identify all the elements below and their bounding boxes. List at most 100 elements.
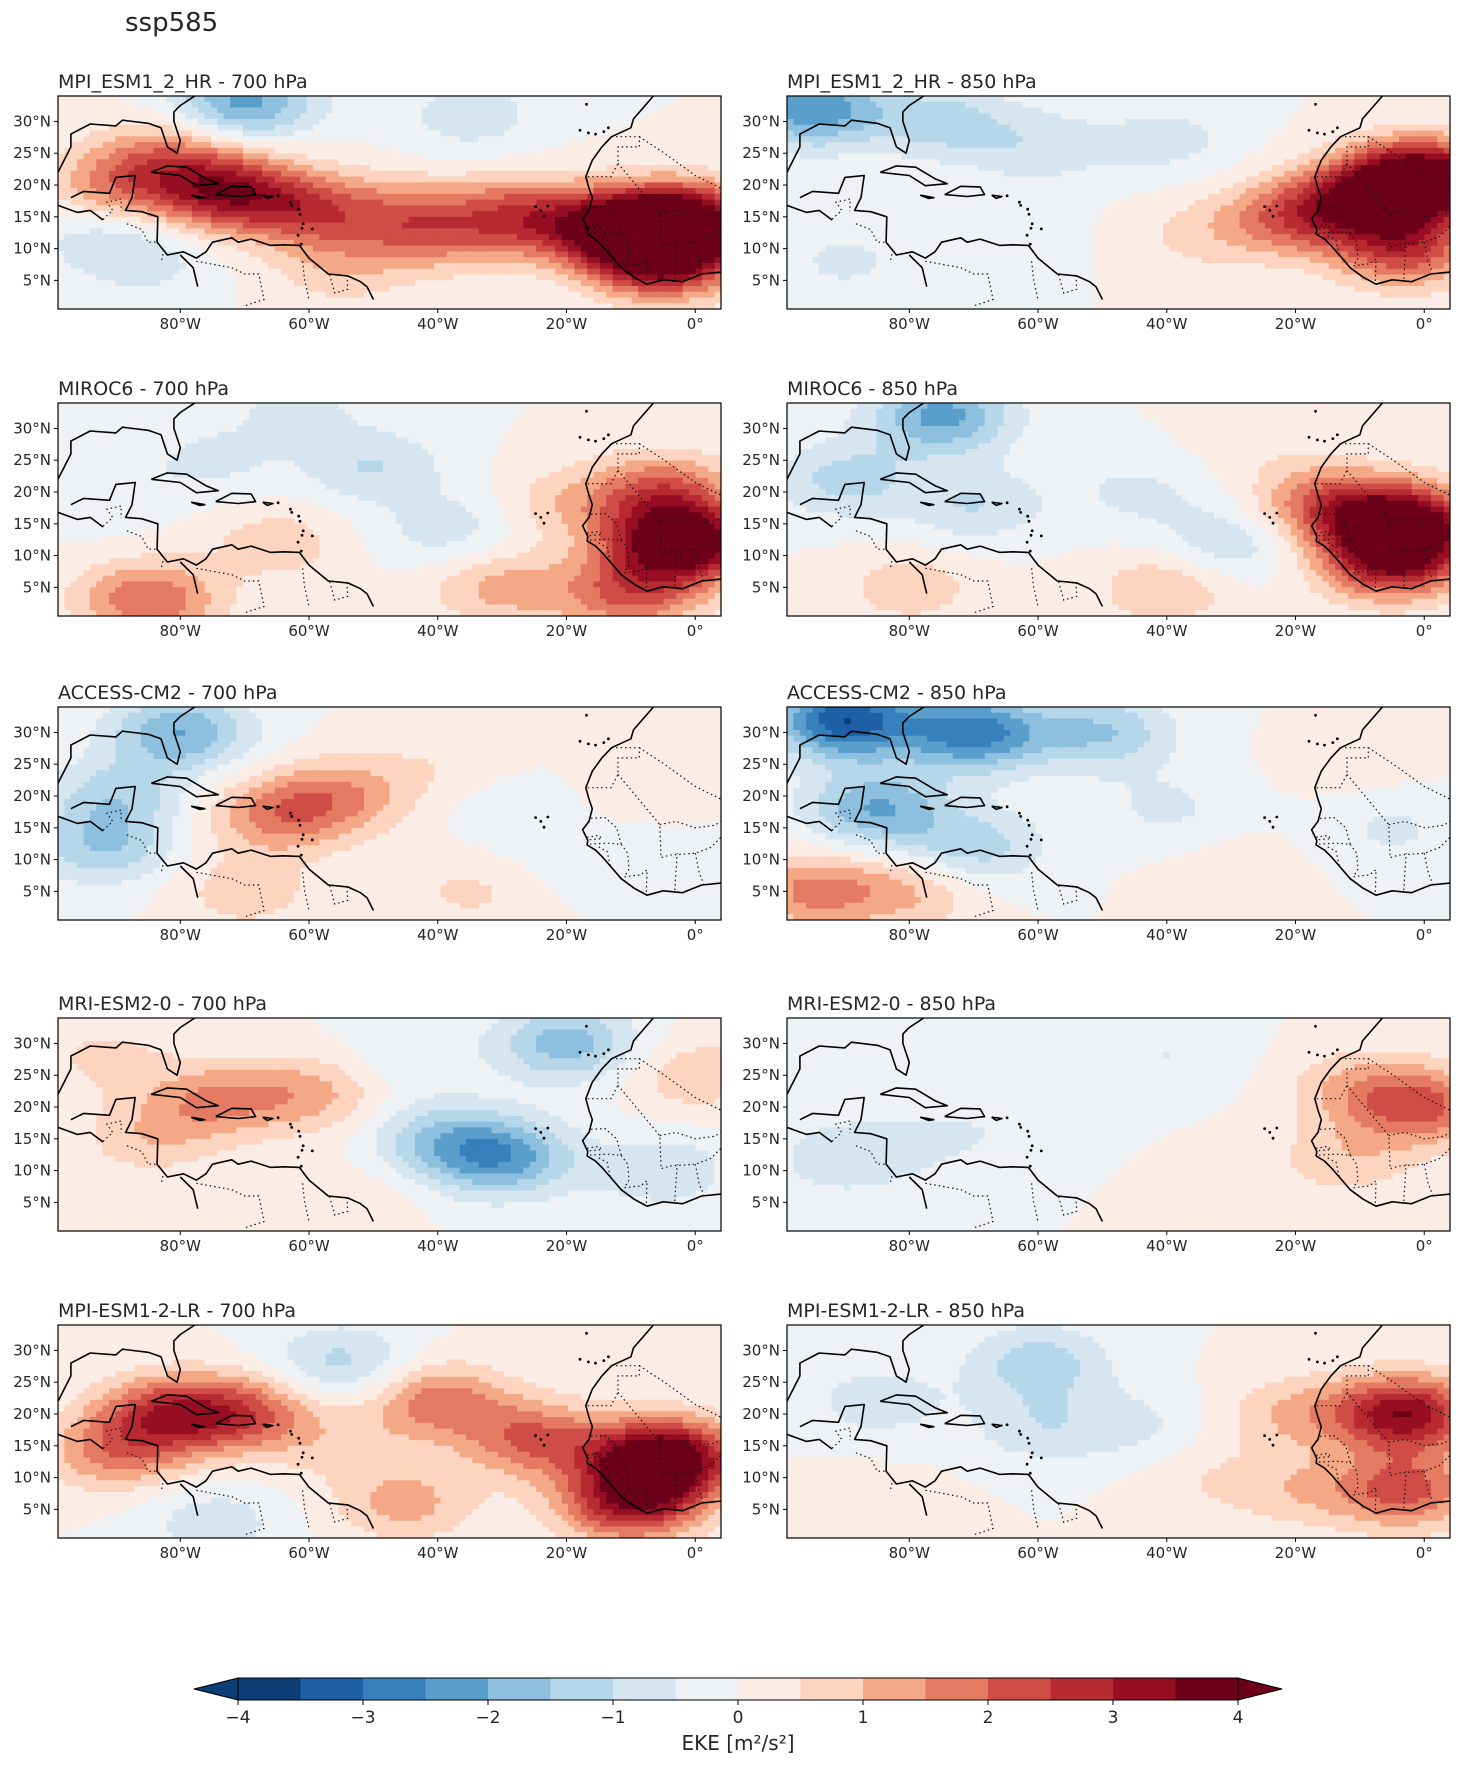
colorbar-swatch (1113, 1678, 1176, 1700)
coastlines (787, 403, 1450, 614)
panel-title: MIROC6 - 700 hPa (58, 378, 229, 400)
lon-tick-label: 40°W (417, 622, 459, 640)
lon-tick-label: 60°W (288, 926, 330, 944)
map-panel: MPI_ESM1_2_HR - 850 hPa 30°N 25°N 20°N 15°N 1… (742, 71, 1451, 333)
colorbar-tick-label: 1 (858, 1708, 869, 1728)
panel-title: MIROC6 - 850 hPa (787, 378, 958, 400)
lon-tick-label: 40°W (417, 315, 459, 333)
lat-tick-label: 30°N (742, 1034, 780, 1052)
lat-tick-label: 25°N (742, 1066, 780, 1084)
lat-tick-label: 10°N (742, 1162, 780, 1180)
lat-tick-label: 30°N (13, 1341, 51, 1359)
lon-tick-label: 20°W (1275, 1237, 1317, 1255)
lat-tick-label: 10°N (13, 547, 51, 565)
colorbar-swatch (1050, 1678, 1114, 1700)
eke-field (787, 1018, 1450, 1231)
lat-tick-label: 15°N (742, 208, 780, 226)
lon-tick-label: 40°W (1146, 1237, 1188, 1255)
lat-tick-label: 25°N (13, 1373, 51, 1391)
lat-tick-label: 5°N (752, 271, 780, 289)
lat-tick-label: 30°N (742, 112, 780, 130)
lon-tick-label: 40°W (1146, 926, 1188, 944)
lon-tick-label: 20°W (1275, 926, 1317, 944)
lon-tick-label: 20°W (1275, 1544, 1317, 1562)
map-panel: MIROC6 - 700 hPa 30°N 25°N 20°N 15°N 10°N 5°N 8… (13, 378, 722, 640)
lon-tick-label: 80°W (889, 622, 931, 640)
lat-tick-label: 20°N (742, 483, 780, 501)
colorbar-tick-label: 4 (1233, 1708, 1244, 1728)
lon-tick-label: 60°W (288, 622, 330, 640)
colorbar-swatch (988, 1678, 1051, 1700)
panel-title: MRI-ESM2-0 - 700 hPa (58, 993, 267, 1015)
lat-tick-label: 25°N (742, 755, 780, 773)
panel-frame (57, 1017, 722, 1232)
lat-tick-label: 5°N (23, 271, 51, 289)
lat-tick-label: 5°N (752, 882, 780, 900)
lat-tick-label: 30°N (13, 723, 51, 741)
colorbar-swatch (363, 1678, 426, 1700)
colorbar-label: EKE [m²/s²] (681, 1731, 794, 1755)
lat-tick-label: 25°N (13, 1066, 51, 1084)
lat-tick-label: 30°N (742, 1341, 780, 1359)
coastlines (787, 1325, 1450, 1536)
colorbar-swatch (613, 1678, 676, 1700)
lon-tick-label: 60°W (1017, 622, 1059, 640)
lon-tick-label: 40°W (1146, 622, 1188, 640)
lat-tick-label: 20°N (13, 787, 51, 805)
panel-frame (786, 95, 1451, 310)
map-panel: MPI-ESM1-2-LR - 850 hPa 30°N 25°N 20°N 15°N 1… (742, 1300, 1451, 1562)
colorbar-swatch (863, 1678, 926, 1700)
panel-frame (786, 706, 1451, 921)
lon-tick-label: 0° (1416, 622, 1433, 640)
lat-tick-label: 25°N (13, 451, 51, 469)
eke-field (58, 1325, 721, 1538)
colorbar-swatch (800, 1678, 864, 1700)
colorbar-swatch (488, 1678, 551, 1700)
lon-tick-label: 20°W (546, 1544, 588, 1562)
lat-tick-label: 30°N (13, 112, 51, 130)
panel-title: ACCESS-CM2 - 700 hPa (58, 682, 277, 704)
lon-tick-label: 20°W (546, 1237, 588, 1255)
lon-tick-label: 20°W (1275, 622, 1317, 640)
lat-tick-label: 25°N (13, 755, 51, 773)
map-panel: ACCESS-CM2 - 700 hPa 30°N 25°N 20°N 15°N 10°N… (13, 682, 722, 944)
lat-tick-label: 15°N (742, 1130, 780, 1148)
colorbar-tick-label: 0 (733, 1708, 744, 1728)
lat-tick-label: 15°N (742, 819, 780, 837)
colorbar-swatch (925, 1678, 989, 1700)
panel-title: MPI_ESM1_2_HR - 700 hPa (58, 71, 308, 93)
lon-tick-label: 40°W (1146, 315, 1188, 333)
coastlines (58, 707, 721, 918)
lat-tick-label: 20°N (742, 787, 780, 805)
lat-tick-label: 10°N (742, 240, 780, 258)
lon-tick-label: 0° (1416, 926, 1433, 944)
lat-tick-label: 10°N (13, 1469, 51, 1487)
lon-tick-label: 60°W (1017, 1237, 1059, 1255)
lon-tick-label: 60°W (288, 1544, 330, 1562)
lat-tick-label: 15°N (742, 1437, 780, 1455)
panel-frame (786, 1017, 1451, 1232)
colorbar-tick-label: −2 (475, 1708, 500, 1728)
lon-tick-label: 20°W (1275, 315, 1317, 333)
lat-tick-label: 30°N (742, 723, 780, 741)
lon-tick-label: 0° (687, 926, 704, 944)
lon-tick-label: 80°W (889, 926, 931, 944)
eke-field (58, 707, 721, 920)
lat-tick-label: 10°N (742, 851, 780, 869)
map-panel: MPI_ESM1_2_HR - 700 hPa 30°N 25°N 20°N 15°N 1… (13, 71, 722, 333)
coastlines (58, 403, 721, 614)
lon-tick-label: 80°W (889, 1237, 931, 1255)
colorbar-swatch (238, 1678, 301, 1700)
colorbar-swatch (738, 1678, 801, 1700)
lon-tick-label: 80°W (160, 315, 202, 333)
eke-field (787, 96, 1450, 309)
lat-tick-label: 20°N (13, 483, 51, 501)
lat-tick-label: 15°N (13, 1437, 51, 1455)
panel-frame (57, 1324, 722, 1539)
panel-title: MPI-ESM1-2-LR - 850 hPa (787, 1300, 1025, 1322)
lon-tick-label: 60°W (1017, 1544, 1059, 1562)
lon-tick-label: 20°W (546, 315, 588, 333)
panel-frame (57, 402, 722, 617)
colorbar-swatch (300, 1678, 364, 1700)
